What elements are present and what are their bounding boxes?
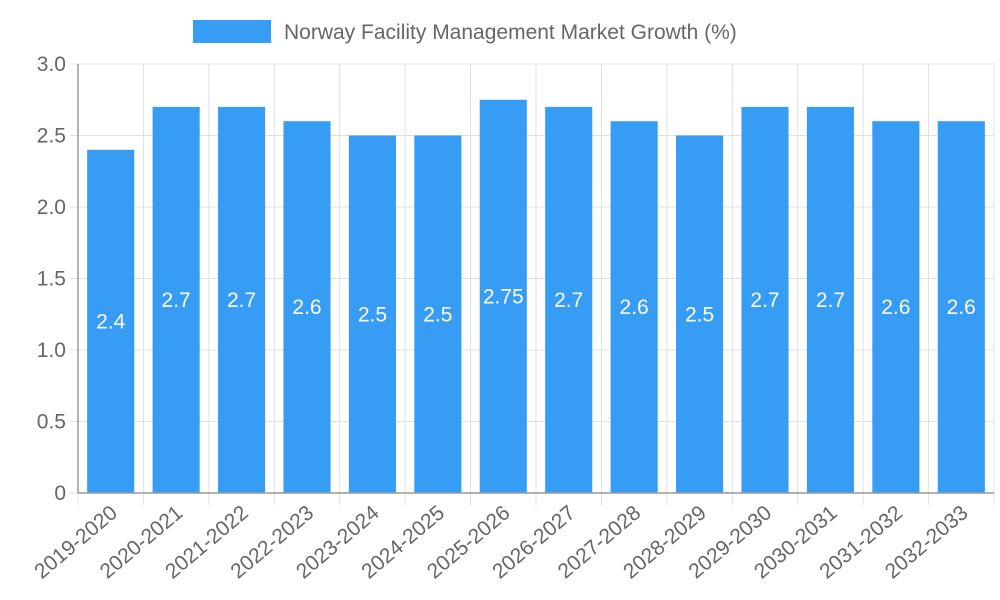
- bar-value-label: 2.75: [483, 285, 524, 308]
- y-tick-label: 2.0: [37, 196, 66, 219]
- bar[interactable]: [414, 135, 462, 494]
- y-tick-label: 1.0: [37, 339, 66, 362]
- y-tick-label: 0.5: [37, 411, 66, 434]
- bar[interactable]: [676, 135, 724, 494]
- bar[interactable]: [152, 106, 200, 494]
- bar[interactable]: [218, 106, 266, 494]
- bar-value-label: 2.7: [554, 289, 583, 312]
- bar-value-label: 2.6: [947, 296, 976, 319]
- bar-value-label: 2.6: [881, 296, 910, 319]
- bar[interactable]: [545, 106, 593, 494]
- bar[interactable]: [872, 121, 920, 493]
- bar-value-label: 2.5: [685, 303, 714, 326]
- bar-value-label: 2.5: [423, 303, 452, 326]
- legend-label: Norway Facility Management Market Growth…: [284, 21, 737, 44]
- bar-value-label: 2.6: [292, 296, 321, 319]
- bar[interactable]: [479, 99, 527, 493]
- y-tick-label: 3.0: [37, 53, 66, 76]
- axes: [77, 64, 994, 494]
- bar-value-label: 2.7: [816, 289, 845, 312]
- bars: 2.4 2.7 2.7 2.6 2.5 2.5 2.75 2.7 2.6 2.5 2.7 2.7 2.6…: [87, 99, 985, 494]
- bar[interactable]: [806, 106, 854, 494]
- bar-value-label: 2.6: [620, 296, 649, 319]
- grid-lines: [70, 63, 995, 505]
- bar-value-label: 2.7: [227, 289, 256, 312]
- bar-value-label: 2.7: [750, 289, 779, 312]
- x-axis-ticks: 2019-20202020-20212021-20222022-20232023…: [30, 501, 972, 583]
- legend[interactable]: Norway Facility Management Market Growth…: [193, 20, 737, 44]
- y-tick-label: 1.5: [37, 268, 66, 291]
- bar[interactable]: [741, 106, 789, 494]
- bar[interactable]: [610, 121, 658, 493]
- bar[interactable]: [283, 121, 331, 493]
- y-axis-ticks: 0 0.5 1.0 1.5 2.0 2.5 3.0: [37, 53, 66, 505]
- bar-value-label: 2.5: [358, 303, 387, 326]
- y-tick-label: 0: [54, 482, 66, 505]
- bar[interactable]: [937, 121, 985, 493]
- bar[interactable]: [348, 135, 396, 494]
- bar-value-label: 2.4: [96, 310, 126, 333]
- bar-value-label: 2.7: [162, 289, 191, 312]
- y-tick-label: 2.5: [37, 125, 66, 148]
- legend-swatch: [193, 20, 271, 43]
- bar[interactable]: [87, 149, 135, 494]
